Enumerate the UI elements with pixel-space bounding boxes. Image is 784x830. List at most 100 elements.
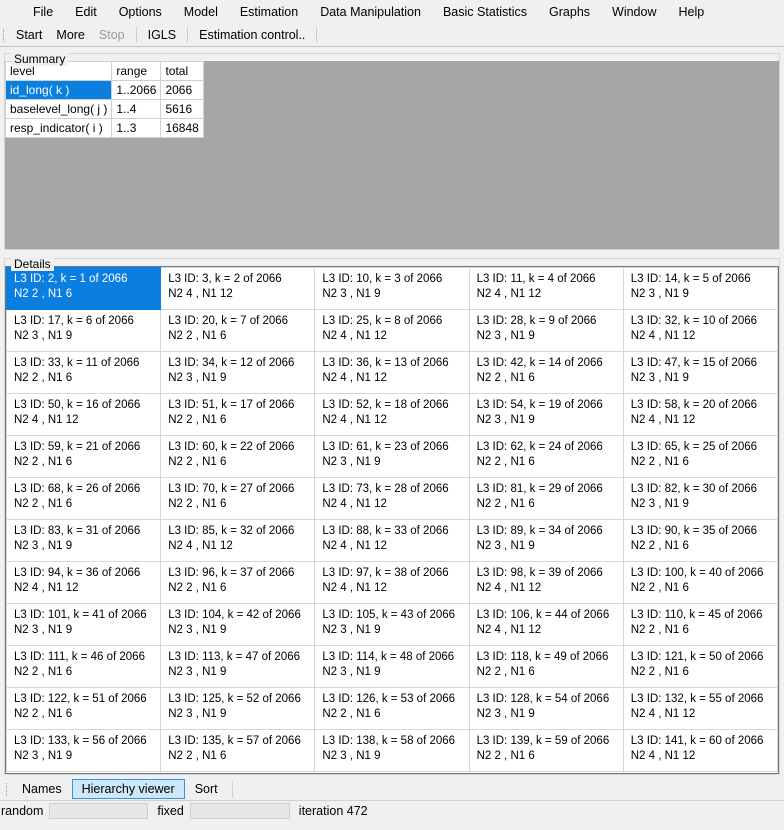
hierarchy-details-grid[interactable]: L3 ID: 2, k = 1 of 2066 N2 2 , N1 6 L3 ID:…: [5, 266, 779, 774]
summary-cell-range[interactable]: 1..3: [111, 118, 162, 138]
toolbar-separator-1: [135, 27, 137, 43]
summary-cell-total[interactable]: 16848: [160, 118, 204, 138]
details-cell[interactable]: L3 ID: 135, k = 57 of 2066 N2 2 , N1 6: [160, 729, 316, 772]
toolbar-grip-handle[interactable]: [0, 24, 9, 47]
details-cell[interactable]: L3 ID: 52, k = 18 of 2066 N2 4 , N1 12: [314, 393, 470, 436]
details-cell[interactable]: L3 ID: 94, k = 36 of 2066 N2 4 , N1 12: [6, 561, 162, 604]
details-cell[interactable]: L3 ID: 141, k = 60 of 2066 N2 4 , N1 12: [622, 729, 778, 772]
details-cell[interactable]: L3 ID: 88, k = 33 of 2066 N2 4 , N1 12: [314, 519, 470, 562]
details-cell[interactable]: L3 ID: 36, k = 13 of 2066 N2 4 , N1 12: [314, 351, 470, 394]
details-cell[interactable]: L3 ID: 54, k = 19 of 2066 N2 3 , N1 9: [468, 393, 624, 436]
details-cell[interactable]: L3 ID: 61, k = 23 of 2066 N2 3 , N1 9: [314, 435, 470, 478]
summary-row[interactable]: resp_indicator( i ) 1..3 16848: [5, 118, 204, 138]
details-cell[interactable]: L3 ID: 110, k = 45 of 2066 N2 2 , N1 6: [622, 603, 778, 646]
details-cell-id-line: L3 ID: 85, k = 32 of 2066: [168, 525, 295, 537]
status-random-field[interactable]: [49, 802, 149, 819]
details-cell[interactable]: L3 ID: 105, k = 43 of 2066 N2 3 , N1 9: [314, 603, 470, 646]
details-cell[interactable]: L3 ID: 104, k = 42 of 2066 N2 3 , N1 9: [160, 603, 316, 646]
details-cell[interactable]: L3 ID: 42, k = 14 of 2066 N2 2 , N1 6: [468, 351, 624, 394]
summary-cell-level[interactable]: id_long( k ): [5, 80, 113, 100]
details-cell[interactable]: L3 ID: 68, k = 26 of 2066 N2 2 , N1 6: [6, 477, 162, 520]
summary-cell-total[interactable]: 2066: [160, 80, 204, 100]
summary-cell-level[interactable]: baselevel_long( j ): [5, 99, 113, 119]
details-cell[interactable]: L3 ID: 59, k = 21 of 2066 N2 2 , N1 6: [6, 435, 162, 478]
estimation-control-button[interactable]: Estimation control..: [199, 28, 306, 42]
details-cell[interactable]: L3 ID: 10, k = 3 of 2066 N2 3 , N1 9: [314, 267, 470, 310]
details-cell[interactable]: L3 ID: 101, k = 41 of 2066 N2 3 , N1 9: [6, 603, 162, 646]
details-cell[interactable]: L3 ID: 2, k = 1 of 2066 N2 2 , N1 6: [6, 267, 162, 310]
details-cell[interactable]: L3 ID: 98, k = 39 of 2066 N2 4 , N1 12: [468, 561, 624, 604]
details-cell[interactable]: L3 ID: 25, k = 8 of 2066 N2 4 , N1 12: [314, 309, 470, 352]
details-cell[interactable]: L3 ID: 33, k = 11 of 2066 N2 2 , N1 6: [6, 351, 162, 394]
details-cell[interactable]: L3 ID: 17, k = 6 of 2066 N2 3 , N1 9: [6, 309, 162, 352]
details-cell[interactable]: L3 ID: 32, k = 10 of 2066 N2 4 , N1 12: [622, 309, 778, 352]
details-cell[interactable]: L3 ID: 90, k = 35 of 2066 N2 2 , N1 6: [622, 519, 778, 562]
tabstrip-grip-handle[interactable]: [3, 778, 12, 801]
details-cell[interactable]: L3 ID: 47, k = 15 of 2066 N2 3 , N1 9: [622, 351, 778, 394]
start-button[interactable]: Start: [16, 28, 43, 42]
details-cell[interactable]: L3 ID: 3, k = 2 of 2066 N2 4 , N1 12: [160, 267, 316, 310]
summary-cell-total[interactable]: 5616: [160, 99, 204, 119]
details-cell[interactable]: L3 ID: 114, k = 48 of 2066 N2 3 , N1 9: [314, 645, 470, 688]
summary-cell-level[interactable]: resp_indicator( i ): [5, 118, 113, 138]
menu-window[interactable]: Window: [612, 5, 657, 19]
details-cell-counts-line: N2 2 , N1 6: [14, 708, 73, 721]
details-cell[interactable]: L3 ID: 85, k = 32 of 2066 N2 4 , N1 12: [160, 519, 316, 562]
tab-names[interactable]: Names: [22, 782, 62, 796]
menu-estimation[interactable]: Estimation: [239, 5, 299, 19]
status-fixed-field[interactable]: [189, 802, 290, 819]
details-rows: L3 ID: 2, k = 1 of 2066 N2 2 , N1 6 L3 ID:…: [6, 267, 778, 772]
details-cell[interactable]: L3 ID: 83, k = 31 of 2066 N2 3 , N1 9: [6, 519, 162, 562]
details-cell[interactable]: L3 ID: 34, k = 12 of 2066 N2 3 , N1 9: [160, 351, 316, 394]
details-cell[interactable]: L3 ID: 111, k = 46 of 2066 N2 2 , N1 6: [6, 645, 162, 688]
details-cell[interactable]: L3 ID: 138, k = 58 of 2066 N2 3 , N1 9: [314, 729, 470, 772]
details-cell[interactable]: L3 ID: 50, k = 16 of 2066 N2 4 , N1 12: [6, 393, 162, 436]
details-cell[interactable]: L3 ID: 97, k = 38 of 2066 N2 4 , N1 12: [314, 561, 470, 604]
details-cell[interactable]: L3 ID: 81, k = 29 of 2066 N2 2 , N1 6: [468, 477, 624, 520]
details-cell[interactable]: L3 ID: 73, k = 28 of 2066 N2 4 , N1 12: [314, 477, 470, 520]
details-cell[interactable]: L3 ID: 125, k = 52 of 2066 N2 3 , N1 9: [160, 687, 316, 730]
details-cell[interactable]: L3 ID: 89, k = 34 of 2066 N2 3 , N1 9: [468, 519, 624, 562]
summary-row[interactable]: id_long( k ) 1..2066 2066: [5, 80, 204, 100]
details-cell[interactable]: L3 ID: 133, k = 56 of 2066 N2 3 , N1 9: [6, 729, 162, 772]
details-cell-id-line: L3 ID: 128, k = 54 of 2066: [476, 693, 610, 705]
details-cell[interactable]: L3 ID: 14, k = 5 of 2066 N2 3 , N1 9: [622, 267, 778, 310]
menu-file[interactable]: File: [33, 5, 54, 19]
details-cell[interactable]: L3 ID: 51, k = 17 of 2066 N2 2 , N1 6: [160, 393, 316, 436]
details-cell[interactable]: L3 ID: 60, k = 22 of 2066 N2 2 , N1 6: [160, 435, 316, 478]
menu-graphs[interactable]: Graphs: [549, 5, 591, 19]
details-cell[interactable]: L3 ID: 70, k = 27 of 2066 N2 2 , N1 6: [160, 477, 316, 520]
menu-options[interactable]: Options: [118, 5, 162, 19]
summary-cell-range[interactable]: 1..2066: [111, 80, 162, 100]
more-button[interactable]: More: [56, 28, 85, 42]
details-cell[interactable]: L3 ID: 28, k = 9 of 2066 N2 3 , N1 9: [468, 309, 624, 352]
details-cell[interactable]: L3 ID: 65, k = 25 of 2066 N2 2 , N1 6: [622, 435, 778, 478]
details-cell[interactable]: L3 ID: 128, k = 54 of 2066 N2 3 , N1 9: [468, 687, 624, 730]
details-cell[interactable]: L3 ID: 20, k = 7 of 2066 N2 2 , N1 6: [160, 309, 316, 352]
details-cell[interactable]: L3 ID: 139, k = 59 of 2066 N2 2 , N1 6: [468, 729, 624, 772]
details-cell[interactable]: L3 ID: 113, k = 47 of 2066 N2 3 , N1 9: [160, 645, 316, 688]
menu-data-manipulation[interactable]: Data Manipulation: [320, 5, 421, 19]
details-cell[interactable]: L3 ID: 118, k = 49 of 2066 N2 2 , N1 6: [468, 645, 624, 688]
details-cell[interactable]: L3 ID: 96, k = 37 of 2066 N2 2 , N1 6: [160, 561, 316, 604]
details-cell[interactable]: L3 ID: 58, k = 20 of 2066 N2 4 , N1 12: [622, 393, 778, 436]
details-cell[interactable]: L3 ID: 82, k = 30 of 2066 N2 3 , N1 9: [622, 477, 778, 520]
details-cell[interactable]: L3 ID: 126, k = 53 of 2066 N2 2 , N1 6: [314, 687, 470, 730]
menu-edit[interactable]: Edit: [75, 5, 97, 19]
summary-cell-range[interactable]: 1..4: [111, 99, 162, 119]
details-cell-id-line: L3 ID: 59, k = 21 of 2066: [14, 441, 141, 453]
igls-button[interactable]: IGLS: [147, 28, 177, 42]
menu-model[interactable]: Model: [183, 5, 218, 19]
summary-row[interactable]: baselevel_long( j ) 1..4 5616: [5, 99, 204, 119]
details-cell[interactable]: L3 ID: 62, k = 24 of 2066 N2 2 , N1 6: [468, 435, 624, 478]
details-cell[interactable]: L3 ID: 121, k = 50 of 2066 N2 2 , N1 6: [622, 645, 778, 688]
details-cell[interactable]: L3 ID: 106, k = 44 of 2066 N2 4 , N1 12: [468, 603, 624, 646]
details-cell[interactable]: L3 ID: 100, k = 40 of 2066 N2 2 , N1 6: [622, 561, 778, 604]
tab-hierarchy-viewer[interactable]: Hierarchy viewer: [71, 779, 185, 799]
details-cell[interactable]: L3 ID: 122, k = 51 of 2066 N2 2 , N1 6: [6, 687, 162, 730]
menu-help[interactable]: Help: [678, 5, 705, 19]
menu-basic-statistics[interactable]: Basic Statistics: [442, 5, 528, 19]
details-cell[interactable]: L3 ID: 132, k = 55 of 2066 N2 4 , N1 12: [622, 687, 778, 730]
tab-sort[interactable]: Sort: [194, 782, 218, 796]
details-cell[interactable]: L3 ID: 11, k = 4 of 2066 N2 4 , N1 12: [468, 267, 624, 310]
